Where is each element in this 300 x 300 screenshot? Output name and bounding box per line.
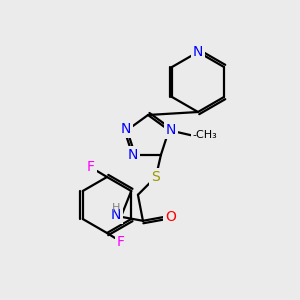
Text: N: N <box>193 45 203 59</box>
Text: S: S <box>152 170 160 184</box>
Text: F: F <box>87 160 95 174</box>
Text: N: N <box>128 148 138 162</box>
Text: -CH₃: -CH₃ <box>193 130 218 140</box>
Text: N: N <box>121 122 131 136</box>
Text: N: N <box>166 123 176 137</box>
Text: H: H <box>112 203 120 213</box>
Text: N: N <box>111 208 121 222</box>
Text: O: O <box>166 210 176 224</box>
Text: F: F <box>117 235 125 249</box>
